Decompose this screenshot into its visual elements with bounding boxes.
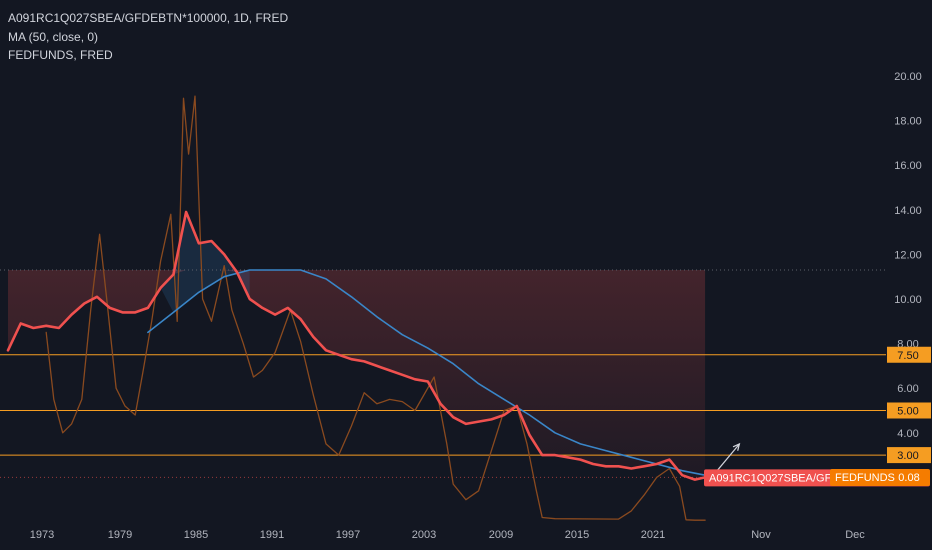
y-tick-label: 20.00 [894,71,922,83]
x-tick-label: 2009 [489,529,513,541]
shaded-region-red [8,270,706,480]
y-tick-label: 6.00 [897,383,918,395]
hline-price-label: 5.00 [897,406,918,418]
series-line-fedfunds [45,95,706,521]
hline-price-tag [887,402,931,419]
y-tick-label: 4.00 [897,428,918,440]
x-tick-label: 1997 [336,529,360,541]
x-tick-label: Dec [845,529,865,541]
arrow-annotation-0[interactable] [714,443,740,474]
hline-price-label: 7.50 [897,350,918,362]
y-tick-label: 18.00 [894,116,922,128]
x-tick-label: 1985 [184,529,208,541]
x-tick-label: 2003 [412,529,436,541]
legend-ma-series[interactable]: MA (50, close, 0) [8,29,99,44]
y-axis[interactable]: 2.004.006.008.0010.0012.0014.0016.0018.0… [886,0,932,550]
x-tick-label: 1973 [30,529,54,541]
y-tick-label: 12.00 [894,249,922,261]
fedfunds-series-name: FEDFUNDS [835,472,895,484]
y-tick-label: 16.00 [894,160,922,172]
fedfunds-series-tag [830,469,930,486]
shaded-region-blue [160,212,250,313]
fedfunds-last-value: 0.08 [898,472,919,484]
hline-price-tag [887,346,931,363]
chart-fills [8,212,706,480]
series-line-ma [147,269,706,477]
chart-annotations[interactable] [714,442,741,474]
x-axis[interactable]: 1973 1979 1985 1991 1997 2003 2009 2015 2021 Nov D… [30,529,866,541]
y-tick-label: 10.00 [894,294,922,306]
x-tick-label: 1991 [260,529,284,541]
x-tick-label: 1979 [108,529,132,541]
price-labels: 7.505.003.00A091RC1Q027SBEA/GFDEBTN*1000… [704,346,931,487]
hline-price-tag [887,447,931,464]
y-tick-label: 14.00 [894,205,922,217]
x-tick-label: 2015 [565,529,589,541]
series-line-ratio [6,210,707,481]
legend-fedfunds-series[interactable]: FEDFUNDS, FRED [8,48,113,62]
chart-legend: A091RC1Q027SBEA/GFDEBTN*100000, 1D, FRED… [8,9,288,65]
horizontal-lines[interactable] [0,354,886,456]
x-tick-label: 2021 [641,529,665,541]
hline-price-label: 3.00 [897,450,918,462]
x-tick-label: Nov [751,529,771,541]
arrow-head-0[interactable] [732,442,741,451]
chart-series [6,95,707,521]
legend-main-series[interactable]: A091RC1Q027SBEA/GFDEBTN*100000, 1D, FRED [8,11,289,25]
